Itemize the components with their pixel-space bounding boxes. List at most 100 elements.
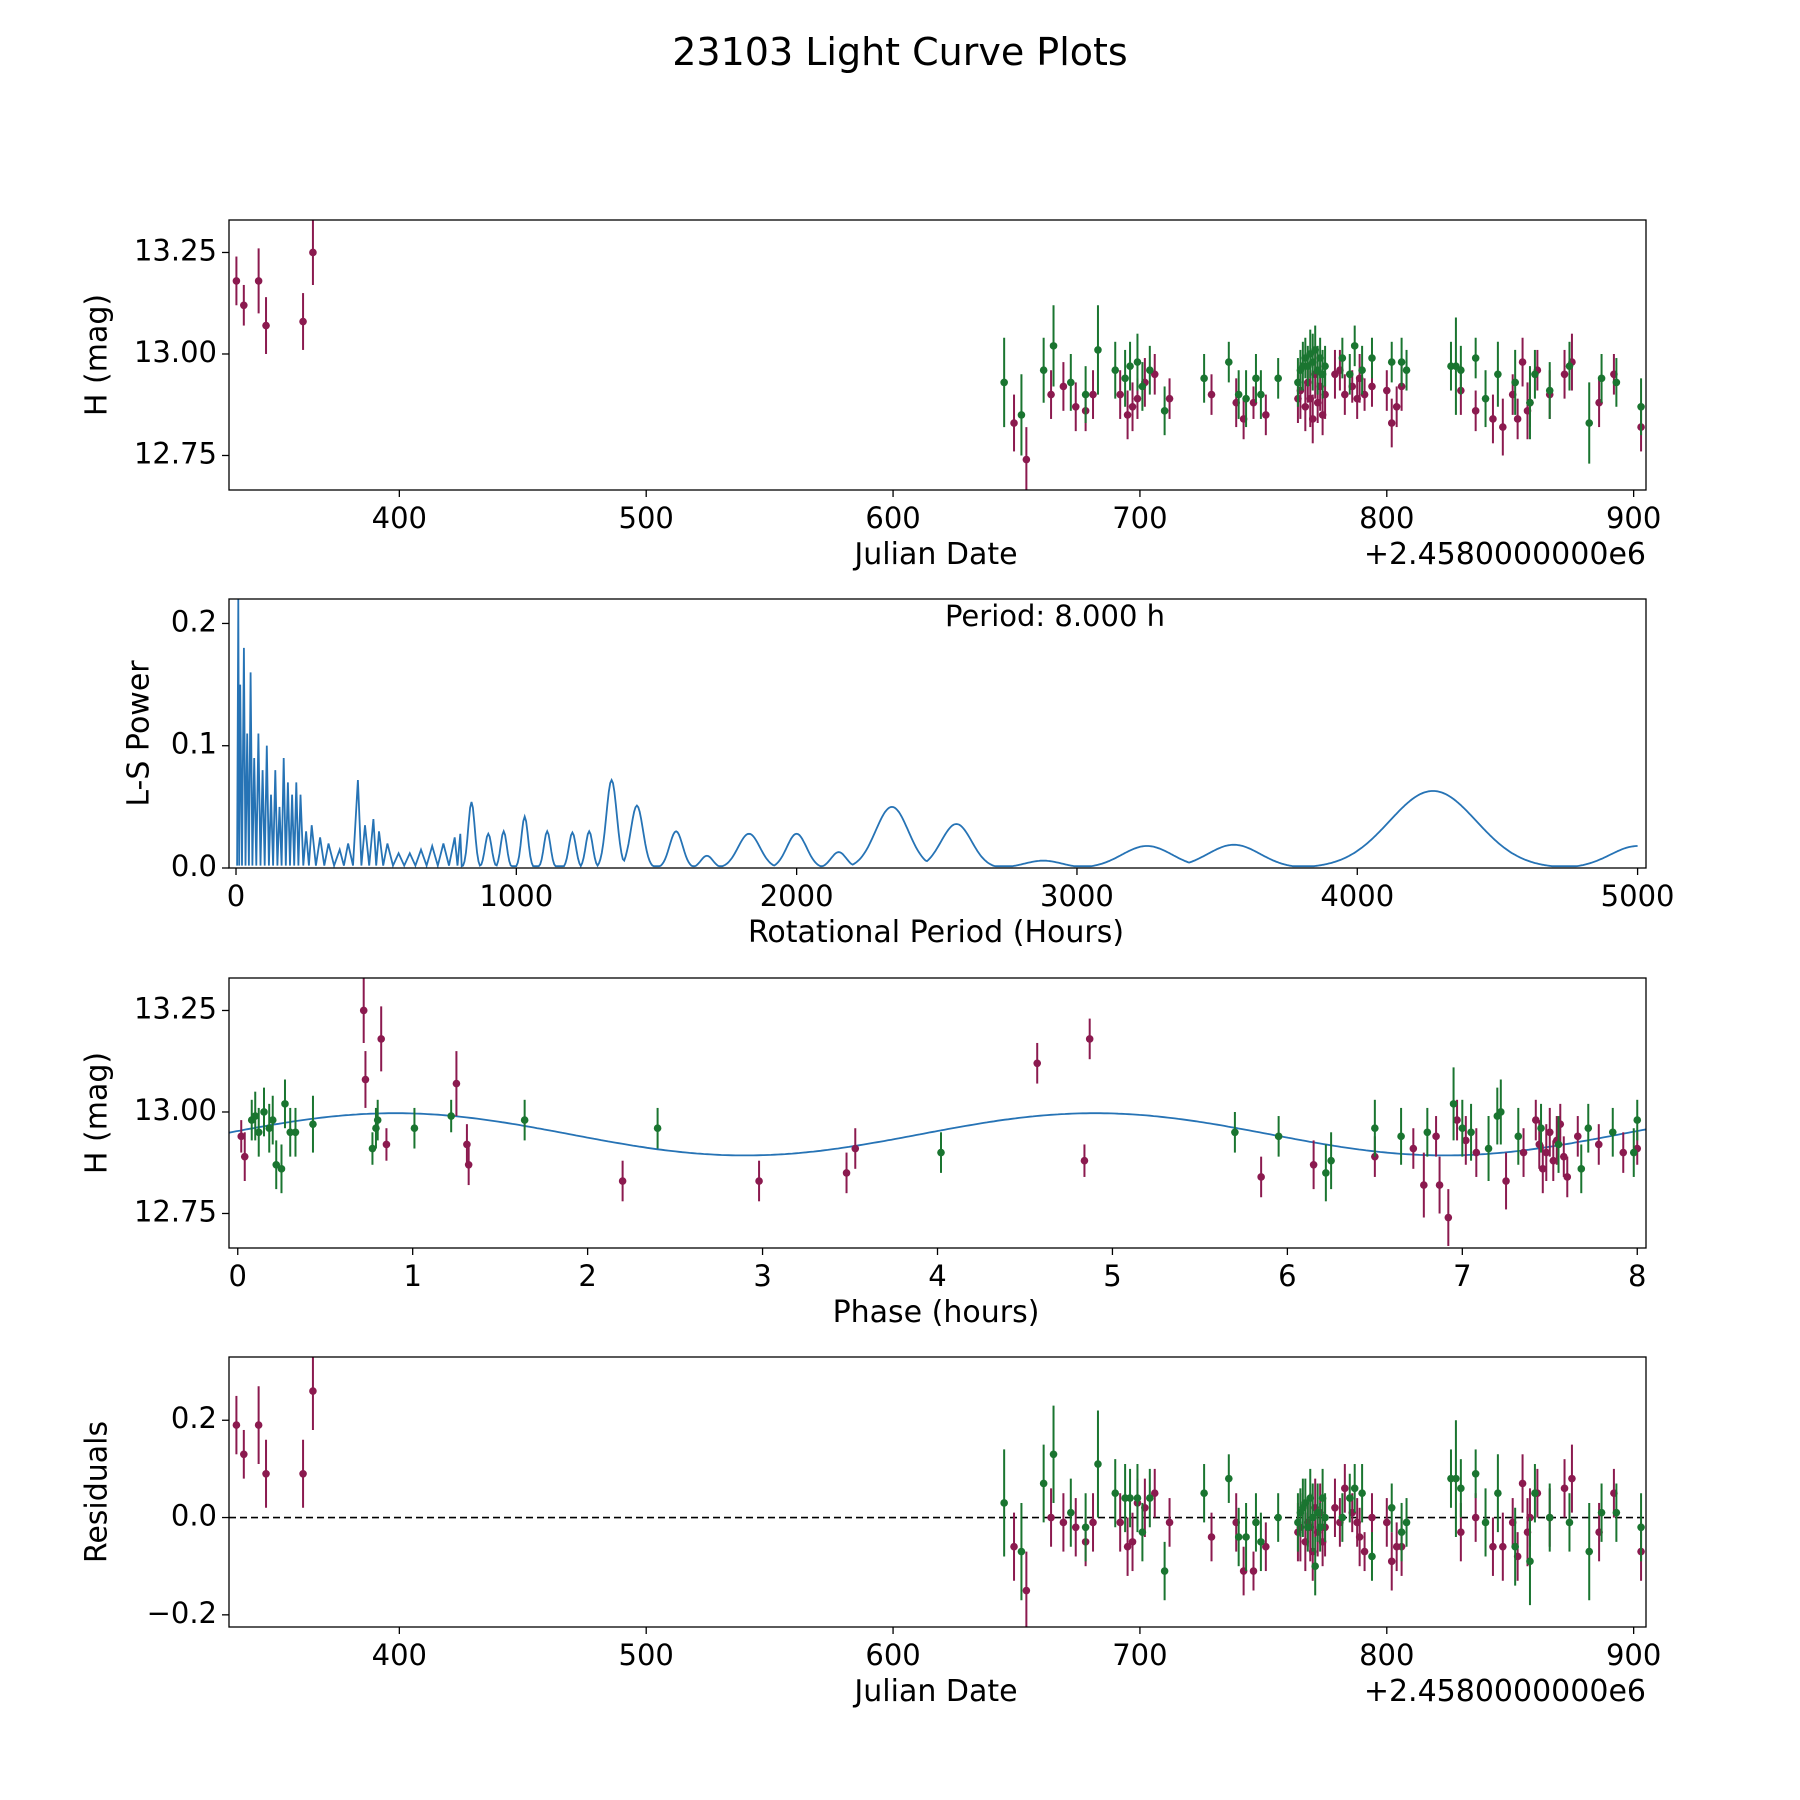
- r-band-point: [382, 1140, 391, 1149]
- model-fit-curve: [229, 1112, 1646, 1157]
- g-band-point: [1138, 1528, 1147, 1536]
- g-band-point: [1402, 1518, 1411, 1527]
- x-tick-label: 800: [1359, 1638, 1414, 1672]
- r-band-point: [1022, 455, 1031, 464]
- r-band-point: [1010, 419, 1018, 427]
- r-band-point: [240, 1152, 249, 1161]
- x-axis-label: Phase (hours): [833, 1295, 1040, 1330]
- g-band-point: [1526, 398, 1534, 407]
- y-tick-label: 0.0: [171, 1499, 217, 1533]
- g-band-point: [1511, 1542, 1519, 1551]
- y-tick-label: 13.25: [134, 991, 217, 1025]
- x-tick-label: 3000: [1040, 879, 1114, 913]
- g-band-point: [1358, 1489, 1366, 1498]
- r-band-point: [1047, 1513, 1055, 1522]
- g-band-point: [373, 1116, 382, 1124]
- g-band-point: [1081, 1523, 1090, 1532]
- g-band-point: [1094, 346, 1102, 354]
- g-band-point: [410, 1124, 419, 1133]
- g-band-point: [1121, 374, 1129, 383]
- r-band-point: [1420, 1181, 1428, 1189]
- r-band-point: [1519, 1148, 1528, 1157]
- g-band-point: [1565, 362, 1574, 370]
- g-band-point: [520, 1116, 529, 1124]
- g-band-point: [1338, 1513, 1347, 1522]
- axes-frame: [228, 598, 1647, 869]
- y-axis-label: Residuals: [80, 1421, 115, 1563]
- r-band-point: [1409, 1144, 1418, 1153]
- g-band-point: [1526, 1557, 1534, 1566]
- x-axis-label: Julian Date: [852, 537, 1017, 572]
- x-tick-label: 0: [227, 879, 245, 913]
- x-axis-label: Rotational Period (Hours): [748, 915, 1124, 950]
- g-band-point: [1565, 1518, 1574, 1527]
- y-tick-label: −0.2: [147, 1596, 217, 1630]
- g-band-point: [1274, 374, 1282, 383]
- r-band-point: [1308, 415, 1317, 423]
- g-band-point: [1311, 1562, 1320, 1570]
- r-band-point: [1089, 390, 1097, 399]
- r-band-point: [1457, 1528, 1465, 1536]
- r-band-point: [1262, 1542, 1270, 1551]
- x-tick-label: 6: [1278, 1259, 1296, 1293]
- g-band-point: [1633, 1116, 1642, 1124]
- g-band-point: [1585, 419, 1594, 427]
- r-band-point: [1123, 1542, 1132, 1551]
- periodogram-line: [236, 599, 1638, 868]
- r-band-point: [1462, 1136, 1470, 1145]
- r-band-point: [1382, 1518, 1391, 1527]
- r-band-point: [1489, 1542, 1497, 1551]
- g-band-point: [1146, 366, 1154, 375]
- r-band-point: [1435, 1181, 1444, 1189]
- g-band-point: [1039, 366, 1048, 375]
- y-tick-label: 0.2: [171, 1401, 217, 1435]
- g-band-point: [1321, 362, 1329, 370]
- figure-title: 23103 Light Curve Plots: [672, 30, 1127, 74]
- x-tick-label: 3: [753, 1259, 771, 1293]
- g-band-point: [1327, 1156, 1335, 1165]
- x-tick-label: 400: [372, 1638, 427, 1672]
- r-band-point: [1301, 402, 1310, 411]
- r-band-point: [1560, 370, 1569, 379]
- r-band-point: [1022, 1586, 1031, 1595]
- r-band-point: [1499, 1542, 1507, 1551]
- x-tick-label: 500: [619, 501, 674, 535]
- x-offset-text: +2.4580000000e6: [1364, 537, 1646, 572]
- y-tick-label: 0.0: [171, 849, 217, 883]
- g-band-point: [1554, 1140, 1563, 1149]
- r-band-point: [1397, 382, 1406, 391]
- g-band-point: [1471, 1469, 1480, 1478]
- r-band-point: [1594, 1140, 1603, 1149]
- r-band-point: [1249, 1567, 1258, 1575]
- g-band-point: [1146, 1494, 1154, 1502]
- g-band-point: [1608, 1128, 1617, 1137]
- r-band-point: [1382, 386, 1391, 395]
- g-band-point: [1397, 1132, 1405, 1141]
- r-band-point: [1207, 1533, 1216, 1541]
- g-band-point: [1049, 1450, 1058, 1459]
- r-band-point: [1165, 394, 1174, 403]
- r-band-point: [1471, 1513, 1480, 1522]
- x-tick-label: 700: [1112, 1638, 1167, 1672]
- r-band-point: [1085, 1035, 1094, 1043]
- g-band-point: [1481, 394, 1490, 403]
- g-band-point: [1274, 1132, 1283, 1141]
- g-band-point: [1449, 1100, 1458, 1108]
- y-axis-label: H (mag): [80, 294, 115, 416]
- g-band-point: [1094, 1460, 1102, 1468]
- residuals-panel: 400 500 600 700 800 900 −0.2 0.0 0.2 Julian Date R…: [80, 1356, 1661, 1709]
- r-band-point: [262, 321, 270, 330]
- r-band-point: [240, 301, 248, 310]
- x-tick-label: 2000: [760, 879, 834, 913]
- r-band-point: [309, 248, 317, 257]
- axes-frame: [228, 219, 1647, 491]
- r-band-point: [1513, 415, 1522, 423]
- r-band-point: [232, 277, 241, 285]
- r-band-point: [1080, 1156, 1089, 1165]
- r-band-point: [361, 1075, 370, 1084]
- period-annotation: Period: 8.000 h: [945, 599, 1165, 633]
- g-band-point: [1321, 1513, 1329, 1522]
- g-band-point: [1200, 374, 1208, 383]
- g-band-point: [1397, 1528, 1406, 1536]
- r-band-point: [1545, 1128, 1554, 1137]
